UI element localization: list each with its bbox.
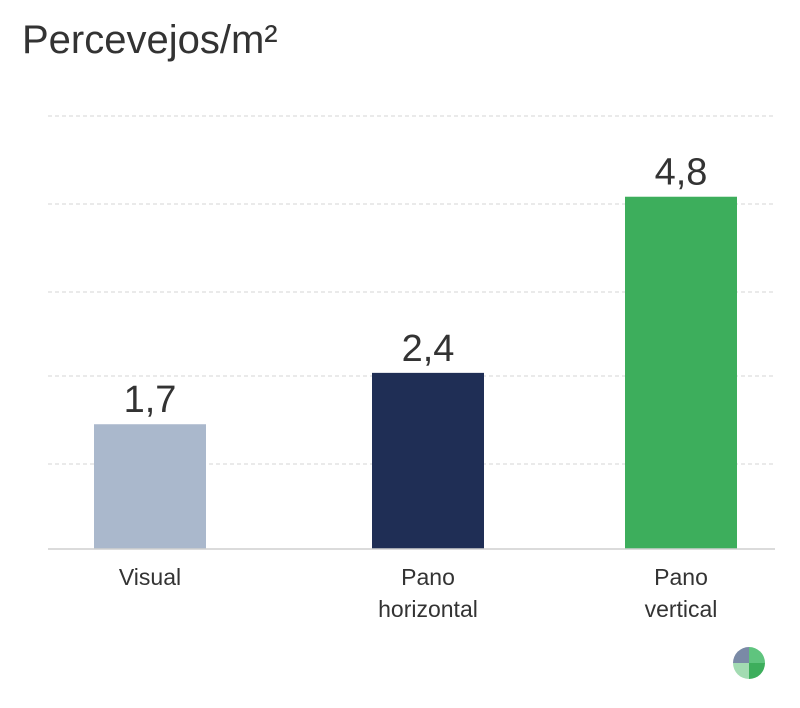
logo-segment-3 (733, 663, 749, 679)
data-label: 4,8 (655, 152, 708, 194)
bars (94, 196, 737, 549)
category-label: Pano (401, 564, 455, 590)
brand-logo-icon (733, 647, 765, 679)
logo-segment-4 (749, 663, 765, 679)
logo-segment-1 (733, 647, 749, 663)
category-label: Pano (654, 564, 708, 590)
chart-title: Percevejos/m² (22, 18, 278, 62)
category-label: Visual (119, 564, 181, 590)
bar (625, 196, 737, 549)
data-label: 2,4 (402, 328, 455, 370)
bar (372, 372, 484, 549)
logo-segment-2 (749, 647, 765, 663)
data-label: 1,7 (124, 379, 177, 421)
category-labels: Visual Pano horizontal Pano vertical (119, 564, 718, 622)
category-label: vertical (645, 596, 718, 622)
bar (94, 424, 206, 549)
value-labels: 1,7 2,4 4,8 (124, 152, 708, 422)
category-label: horizontal (378, 596, 478, 622)
